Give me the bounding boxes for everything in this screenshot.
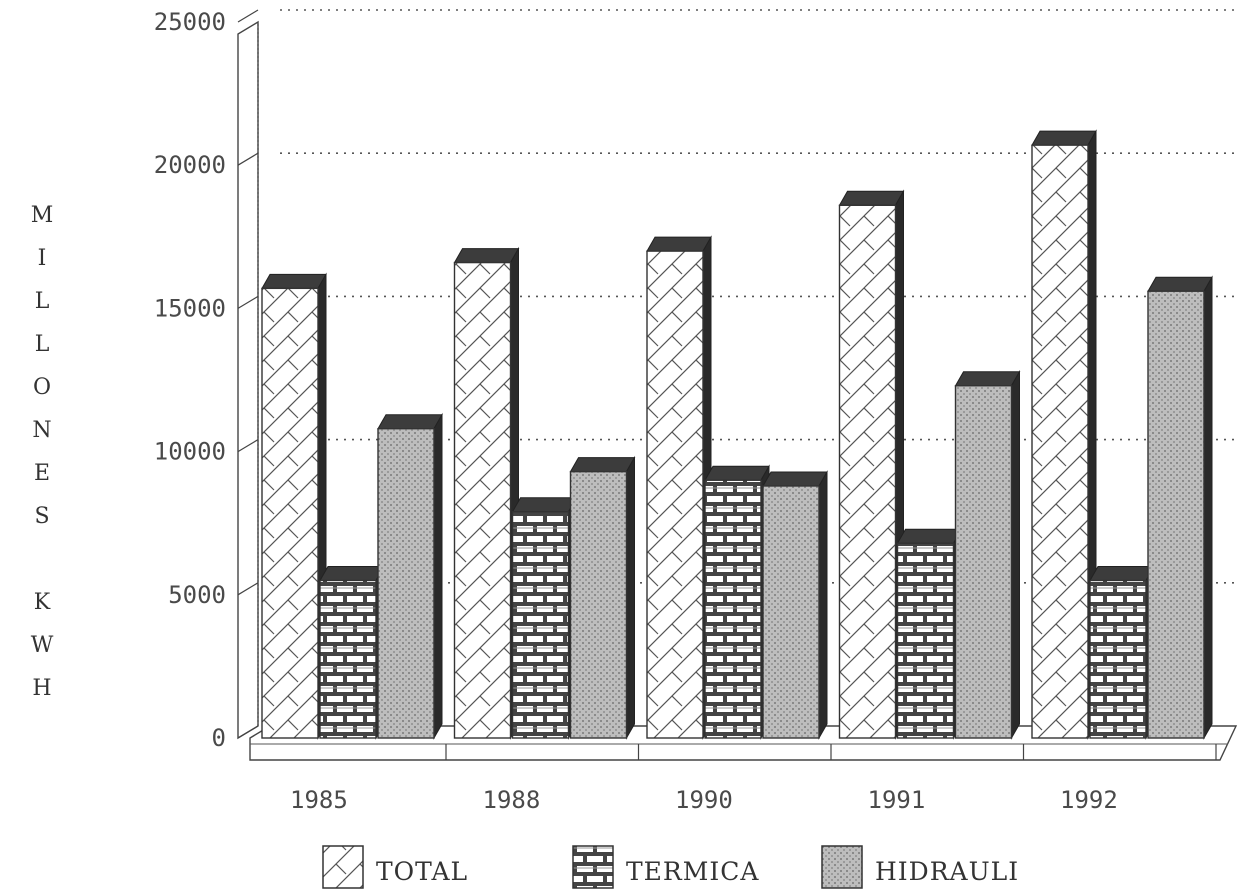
bar-termica-1992 <box>1089 564 1155 740</box>
bar-total-1991 <box>838 189 905 740</box>
x-tick-label: 1991 <box>868 786 926 814</box>
x-tick-label: 1992 <box>1060 786 1118 814</box>
bar-top <box>1031 130 1097 146</box>
bar-top <box>511 497 578 513</box>
x-tick-label: 1988 <box>483 786 541 814</box>
bar-front <box>704 479 762 739</box>
y-axis-title-char: S <box>34 504 49 529</box>
y-tick-label: 0 <box>212 724 226 752</box>
bar-top <box>838 190 905 206</box>
y-tick-label: 15000 <box>154 294 226 322</box>
legend-label-hidrauli: HIDRAULI <box>875 857 1019 886</box>
bar-front <box>261 287 319 739</box>
bar-top <box>704 465 770 481</box>
bar-front <box>896 542 955 739</box>
bar-top <box>377 414 443 430</box>
x-axis: 1985 1988 1990 1991 1992 <box>290 744 1217 814</box>
bar-top <box>646 236 712 252</box>
y-axis-title-char: L <box>35 289 50 314</box>
bar-front <box>319 579 377 739</box>
bar-termica-1985 <box>319 564 385 740</box>
y-tick-label: 10000 <box>154 438 226 466</box>
bar-termica-1991 <box>896 527 963 740</box>
bar-top <box>569 457 636 473</box>
y-axis-title-char: M <box>31 203 54 228</box>
bar-front <box>1031 144 1089 739</box>
bar-side <box>1011 369 1020 740</box>
bar-hidrauli-1991 <box>954 369 1021 740</box>
bar-top <box>453 248 520 264</box>
bar-hidrauli-1992 <box>1147 275 1213 740</box>
bar-front <box>569 470 628 739</box>
legend-swatch-total <box>322 845 364 889</box>
bar-hidrauli-1985 <box>377 412 443 740</box>
bar-top <box>954 371 1021 387</box>
legend-label-termica: TERMICA <box>626 857 759 886</box>
legend-swatch-hidrauli <box>821 845 863 889</box>
bars <box>261 129 1213 740</box>
bar-side <box>1203 275 1213 740</box>
y-tick-mark <box>237 295 259 309</box>
bar-side <box>433 412 443 740</box>
bar-hidrauli-1988 <box>569 455 636 740</box>
y-axis-title-char: I <box>38 246 47 271</box>
y-axis-title-char: H <box>32 676 51 701</box>
y-axis-title-char: N <box>32 418 51 443</box>
bar-total-1988 <box>453 246 520 740</box>
bar-hidrauli-1990 <box>762 470 828 740</box>
y-axis-title-char: K <box>34 590 51 615</box>
bar-top <box>762 471 828 487</box>
bar-side <box>818 470 828 740</box>
y-tick-label: 20000 <box>154 151 226 179</box>
y-axis-title-char: W <box>31 633 54 658</box>
y-axis-wall <box>237 20 259 740</box>
bar-front <box>511 511 570 739</box>
bar-termica-1990 <box>704 464 770 740</box>
bar-side <box>626 455 635 740</box>
y-tick-label: 5000 <box>168 581 226 609</box>
legend-item-termica: TERMICA <box>572 845 759 889</box>
legend-item-hidrauli: HIDRAULI <box>821 845 1019 889</box>
y-axis-title-char: O <box>33 375 51 400</box>
bar-front <box>1147 290 1205 739</box>
legend-item-total: TOTAL <box>322 845 468 889</box>
y-tick-mark <box>237 152 259 166</box>
legend-swatch-termica <box>572 845 614 889</box>
bar-top <box>896 528 963 544</box>
y-tick-mark <box>237 725 259 739</box>
y-tick-mark <box>237 582 259 596</box>
bar-total-1992 <box>1031 129 1097 740</box>
y-axis-title-char: L <box>35 332 50 357</box>
bar-total-1985 <box>261 272 327 740</box>
bar-top <box>1089 565 1155 581</box>
bar-termica-1988 <box>511 495 578 740</box>
y-tick-mark <box>237 439 259 453</box>
bar-top <box>261 273 327 289</box>
bar-top <box>319 565 385 581</box>
bar-front <box>453 261 512 739</box>
y-tick-label: 25000 <box>154 8 226 36</box>
bar-front <box>954 385 1013 739</box>
bar-top <box>1147 276 1213 292</box>
y-axis-title-char: E <box>34 461 50 486</box>
bar-front <box>646 250 704 739</box>
legend-label-total: TOTAL <box>376 857 468 886</box>
bar-front <box>377 427 435 739</box>
bar-front <box>1089 579 1147 739</box>
bar-front <box>838 204 897 739</box>
x-tick-label: 1990 <box>675 786 733 814</box>
bar-total-1990 <box>646 235 712 740</box>
x-tick-label: 1985 <box>290 786 348 814</box>
legend: TOTAL TERMICA HIDRAULI <box>322 845 1019 889</box>
y-tick-mark <box>237 9 259 23</box>
bar-front <box>762 485 820 739</box>
